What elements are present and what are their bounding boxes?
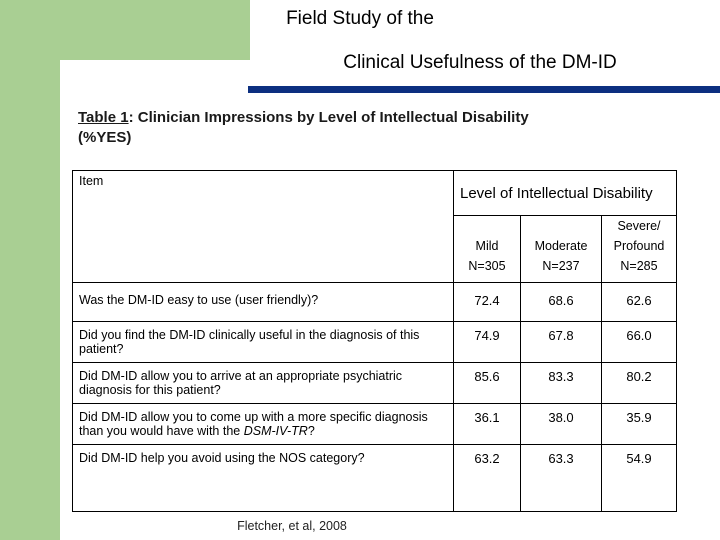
item-header-cell: Item [72, 170, 454, 283]
value-severe: 62.6 [601, 282, 677, 322]
value-severe: 80.2 [601, 362, 677, 404]
value-mild: 85.6 [453, 362, 521, 404]
table-row: Did DM-ID help you avoid using the NOS c… [72, 444, 677, 512]
value-mild: 74.9 [453, 321, 521, 363]
question-cell: Was the DM-ID easy to use (user friendly… [72, 282, 454, 322]
citation-footer: Fletcher, et al, 2008 [237, 519, 347, 533]
green-sidebar-decoration [0, 0, 60, 540]
col-n: N=237 [542, 259, 580, 273]
green-top-decoration [60, 0, 250, 60]
col-header-mild: Mild N=305 [453, 215, 521, 283]
table-row: Did DM-ID allow you to come up with a mo… [72, 403, 677, 445]
col-name: Severe/ [617, 219, 661, 233]
value-severe: 35.9 [601, 403, 677, 445]
value-mild: 72.4 [453, 282, 521, 322]
question-text: Did DM-ID allow you to come up with a mo… [79, 410, 428, 438]
value-moderate: 83.3 [520, 362, 602, 404]
table-caption-line2: (%YES) [78, 129, 132, 146]
question-cell: Did you find the DM-ID clinically useful… [72, 321, 454, 363]
col-header-moderate: Moderate N=237 [520, 215, 602, 283]
value-moderate: 63.3 [520, 444, 602, 512]
value-moderate: 68.6 [520, 282, 602, 322]
question-cell: Did DM-ID help you avoid using the NOS c… [72, 444, 454, 512]
title-backdrop [250, 0, 720, 90]
question-italic: DSM-IV-TR [243, 424, 308, 438]
col-name: Mild [475, 239, 499, 253]
table-row: Was the DM-ID easy to use (user friendly… [72, 282, 677, 322]
col-name2: Profound [613, 239, 665, 253]
item-header: Item [79, 174, 104, 188]
value-moderate: 38.0 [520, 403, 602, 445]
value-severe: 66.0 [601, 321, 677, 363]
question-text-end: ? [307, 424, 315, 438]
table-header-row: Item Level of Intellectual Disability [72, 170, 677, 283]
col-name: Moderate [534, 239, 588, 253]
title-underline-bar [248, 86, 720, 93]
col-n: N=285 [620, 259, 658, 273]
results-table: Item Level of Intellectual Disability Mi… [72, 170, 677, 512]
table-caption-text: : Clinician Impressions by Level of Inte… [128, 109, 529, 126]
table-row: Did you find the DM-ID clinically useful… [72, 321, 677, 363]
page-title-line2: Clinical Usefulness of the DM-ID [343, 52, 617, 73]
table-row: Did DM-ID allow you to arrive at an appr… [72, 362, 677, 404]
value-mild: 36.1 [453, 403, 521, 445]
value-severe: 54.9 [601, 444, 677, 512]
value-mild: 63.2 [453, 444, 521, 512]
level-header: Level of Intellectual Disability [460, 185, 653, 202]
question-cell: Did DM-ID allow you to arrive at an appr… [72, 362, 454, 404]
col-n: N=305 [468, 259, 506, 273]
question-cell: Did DM-ID allow you to come up with a mo… [72, 403, 454, 445]
level-header-cell: Level of Intellectual Disability [453, 170, 677, 216]
value-moderate: 67.8 [520, 321, 602, 363]
column-header-row: Mild N=305 Moderate N=237 Severe/Profound N… [73, 215, 677, 283]
table-caption-label: Table 1 [78, 109, 129, 126]
table-caption: Table 1: Clinician Impressions by Level … [78, 108, 678, 148]
page-title-line1: Field Study of the [286, 8, 434, 29]
col-header-severe: Severe/Profound N=285 [601, 215, 677, 283]
